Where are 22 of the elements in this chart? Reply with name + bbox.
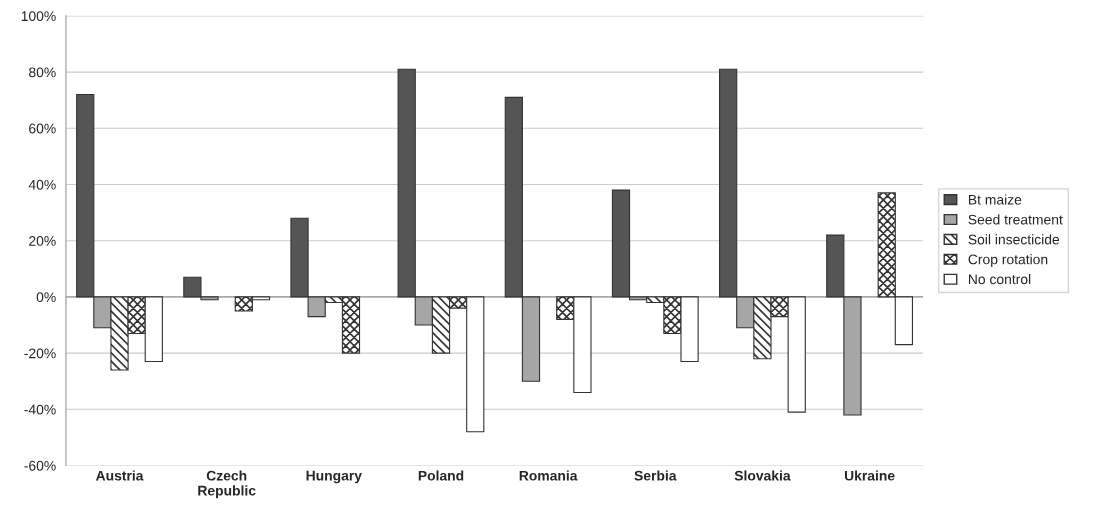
- y-tick-label: 40%: [28, 179, 56, 190]
- y-tick-label: 80%: [29, 67, 56, 78]
- y-tick-label: 100%: [21, 11, 56, 22]
- legend-label: Soil insecticide: [968, 234, 1060, 245]
- y-tick-label: -60%: [24, 460, 56, 471]
- x-tick-label: Poland: [418, 470, 464, 481]
- legend-label: No control: [968, 274, 1031, 285]
- legend-label: Crop rotation: [968, 254, 1048, 268]
- y-tick-label: 20%: [29, 236, 56, 246]
- y-tick-label: -40%: [24, 404, 56, 415]
- x-tick-label: Serbia: [634, 470, 677, 481]
- x-tick-label: Czech Republic: [198, 470, 256, 499]
- x-tick-label: Romania: [519, 470, 578, 481]
- x-tick-label: Slovakia: [734, 470, 791, 481]
- y-tick-label: -20%: [24, 348, 56, 359]
- legend-label: Seed treatment: [968, 214, 1063, 225]
- x-tick-label: Austria: [95, 470, 144, 481]
- x-tick-label: Hungary: [306, 470, 362, 484]
- y-tick-label: 0%: [36, 292, 56, 303]
- x-tick-label: Ukraine: [844, 470, 895, 481]
- legend-label: Bt maize: [968, 194, 1022, 205]
- y-tick-label: 60%: [29, 123, 56, 134]
